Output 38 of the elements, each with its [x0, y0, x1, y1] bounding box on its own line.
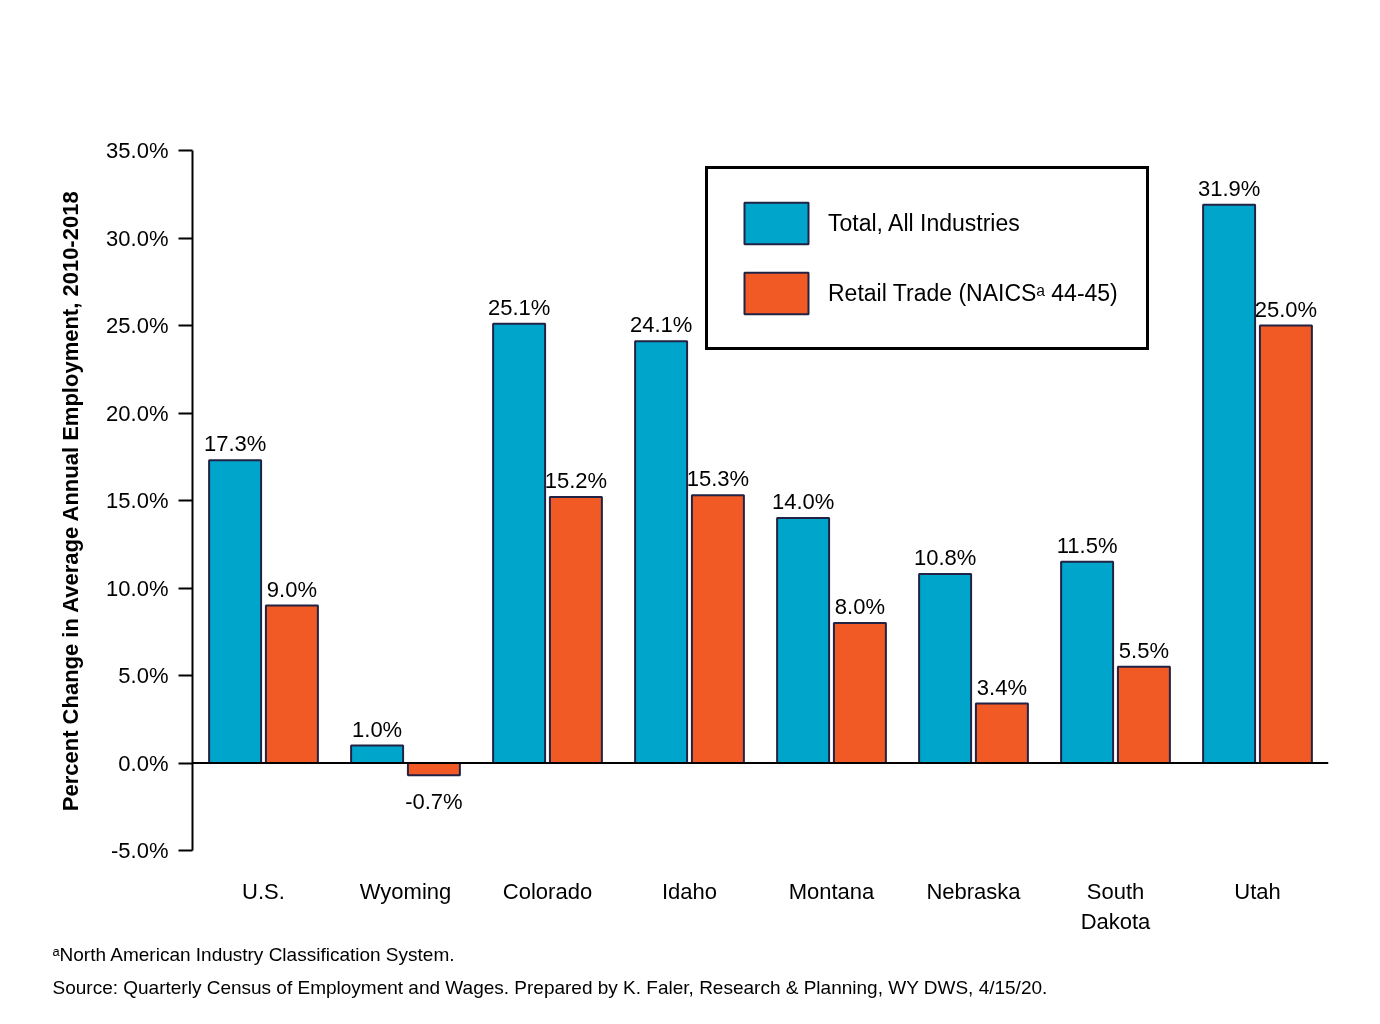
source-note: Source: Quarterly Census of Employment and Wages. Prepared by K. Faler, Research & Planning, WY DWS, 4/15/20. — [52, 976, 1048, 998]
data-label: -0.7% — [405, 789, 463, 815]
data-label: 3.4% — [976, 674, 1027, 700]
data-label: 11.5% — [1056, 532, 1118, 558]
x-tick-label: Colorado — [502, 878, 593, 904]
data-label: 5.5% — [1118, 637, 1169, 663]
data-label: 31.9% — [1197, 175, 1261, 201]
data-label: 24.1% — [629, 312, 693, 338]
y-tick-label: 20.0% — [106, 400, 169, 426]
x-tick-label: Wyoming — [359, 878, 452, 904]
data-label: 15.3% — [686, 466, 750, 492]
y-tick-label: 15.0% — [106, 488, 169, 513]
x-tick-label: Montana — [788, 878, 876, 904]
data-label: 17.3% — [203, 431, 267, 457]
y-tick-label: 5.0% — [118, 663, 169, 688]
data-label: 25.0% — [1254, 296, 1318, 322]
data-label: 1.0% — [352, 716, 403, 742]
x-tick-label: U.S. — [242, 878, 285, 904]
data-label: 15.2% — [544, 468, 608, 493]
x-tick-label: South Dakota — [1080, 878, 1152, 934]
x-tick-label: Utah — [1234, 878, 1281, 904]
text: ᵃNorth American Industry Classification System. — [52, 943, 455, 965]
data-label: 14.0% — [771, 489, 835, 514]
y-tick-label: 25.0% — [106, 313, 169, 338]
y-tick-label: 35.0% — [106, 138, 169, 163]
y-tick-label: -5.0% — [111, 838, 169, 863]
legend-label: Retail Trade (NAICSᵃ 44-45) — [828, 279, 1118, 307]
y-tick-label: 30.0% — [106, 225, 169, 251]
x-tick-label: Nebraska — [926, 878, 1022, 904]
y-tick-label: 10.0% — [106, 575, 169, 601]
x-tick-label: Idaho — [661, 878, 718, 904]
data-label: 10.8% — [913, 545, 977, 570]
y-axis-title: Percent Change in Average Annual Employment, 2010-2018 — [58, 191, 84, 812]
legend-label: Total, All Industries — [828, 209, 1020, 237]
data-label: 25.1% — [487, 294, 551, 320]
y-tick-label: 0.0% — [118, 750, 169, 776]
data-label: 8.0% — [834, 594, 885, 619]
data-label: 9.0% — [266, 576, 317, 602]
